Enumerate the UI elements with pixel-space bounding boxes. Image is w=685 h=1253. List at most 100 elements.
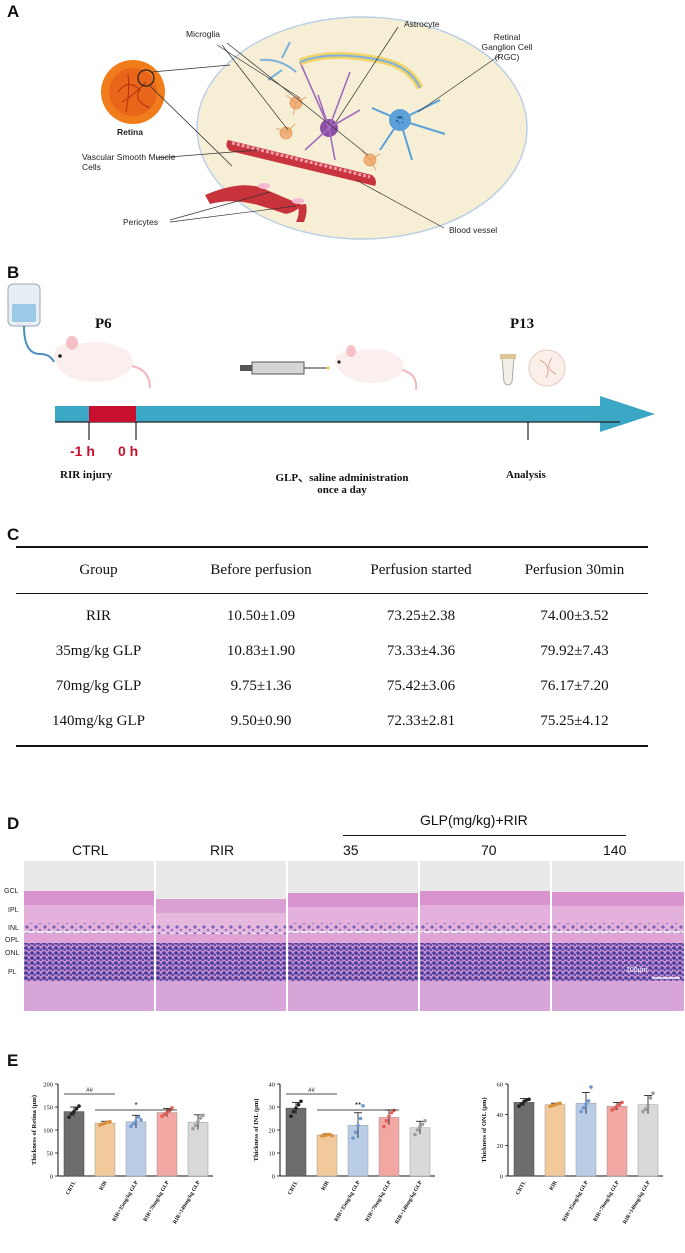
- histo-tile: [552, 861, 684, 1011]
- x-tick-label: RIR+70mg/kg GLP: [592, 1179, 621, 1222]
- y-tick-label: 40: [497, 1112, 504, 1119]
- x-tick-label: RIR+70mg/kg GLP: [142, 1179, 171, 1222]
- data-point: [299, 1099, 303, 1104]
- bar: [187, 1121, 209, 1177]
- x-tick-label: RIR: [320, 1179, 331, 1192]
- data-point: [167, 1108, 172, 1113]
- data-point: [134, 1119, 138, 1123]
- data-point: [67, 1115, 71, 1119]
- sig-label: ##: [308, 1088, 315, 1094]
- data-point: [74, 1107, 79, 1111]
- data-point: [358, 1116, 363, 1121]
- y-axis-label: Thickness of INL (μm): [253, 1099, 260, 1162]
- data-point: [289, 1114, 293, 1118]
- mouse-icon: [54, 336, 151, 389]
- data-point: [356, 1123, 360, 1128]
- x-tick-label: CRTL: [515, 1180, 528, 1196]
- label-analysis: Analysis: [506, 469, 546, 481]
- sig-label: *: [134, 1101, 137, 1110]
- mouse-icon-2: [335, 345, 418, 391]
- histo-tile: [156, 861, 286, 1011]
- histo-tile: [24, 861, 154, 1011]
- y-tick-label: 60: [497, 1082, 504, 1089]
- histo-tile: [420, 861, 550, 1011]
- x-tick-label: RIR+70mg/kg GLP: [364, 1179, 393, 1222]
- y-tick-label: 0: [272, 1174, 275, 1181]
- label-blood-vessel: Blood vessel: [449, 225, 498, 235]
- histo-col-ctrl: CTRL: [72, 842, 109, 858]
- data-point: [423, 1119, 427, 1123]
- data-point: [291, 1109, 296, 1114]
- bar: [513, 1102, 535, 1177]
- table-bottom-rule: [16, 745, 648, 747]
- panel-a-illustration: [101, 16, 528, 240]
- data-point: [72, 1109, 76, 1114]
- label-retina: Retina: [117, 127, 143, 137]
- table-row: 140mg/kg GLP 9.50±0.90 72.33±2.81 75.25±…: [52, 713, 609, 729]
- bar-chart-onl: 0 20 40 60 Thickness of ONL (μm) CRTL RIR RIR+3…: [481, 1082, 663, 1225]
- tube-icon: [500, 354, 516, 386]
- bar: [156, 1112, 178, 1177]
- y-tick-label: 20: [269, 1128, 276, 1135]
- histo-col-70: 70: [481, 842, 497, 858]
- x-tick-label: CRTL: [287, 1180, 300, 1196]
- scale-bar-label: 100μm: [626, 967, 648, 974]
- y-tick-label: 100: [43, 1128, 53, 1135]
- col-header: Perfusion started: [370, 562, 472, 578]
- data-point: [193, 1123, 198, 1128]
- col-header: Before perfusion: [210, 562, 312, 578]
- y-tick-label: 20: [497, 1143, 504, 1150]
- table-row: RIR 10.50±1.09 73.25±2.38 74.00±3.52: [85, 608, 609, 624]
- glp-group-header: GLP(mg/kg)+RIR: [420, 812, 528, 828]
- data-point: [648, 1096, 653, 1100]
- perfusion-table: Group Before perfusion Perfusion started…: [16, 546, 648, 747]
- y-tick-label: 150: [43, 1105, 53, 1112]
- bar: [637, 1104, 659, 1177]
- data-point: [617, 1102, 622, 1107]
- injury-window: [89, 406, 136, 422]
- table-row: 35mg/kg GLP 10.83±1.90 73.33±4.36 79.92±…: [55, 643, 609, 659]
- y-tick-label: 30: [269, 1105, 276, 1112]
- data-point: [519, 1102, 524, 1106]
- bar-chart-retina: 0 50 100 150 200 Thickness of Retina (μm) CRTL…: [31, 1082, 213, 1225]
- sig-label: ##: [86, 1088, 93, 1094]
- label-0h: 0 h: [118, 443, 139, 459]
- data-point: [646, 1105, 650, 1109]
- sig-label: **: [355, 1101, 361, 1110]
- panel-e-letter: E: [7, 1051, 19, 1070]
- data-point: [165, 1110, 169, 1115]
- label-p6: P6: [95, 316, 112, 332]
- x-tick-label: RIR: [548, 1179, 559, 1192]
- x-tick-label: RIR+140mg/kg GLP: [172, 1179, 202, 1225]
- data-point: [387, 1114, 391, 1118]
- col-header: Perfusion 30min: [524, 562, 625, 578]
- layer-label: ONL: [5, 950, 20, 957]
- data-point: [69, 1112, 74, 1116]
- y-tick-label: 10: [269, 1151, 276, 1158]
- bar: [316, 1134, 338, 1177]
- table-top-rule: [16, 546, 648, 548]
- data-point: [160, 1114, 164, 1118]
- y-tick-label: 50: [47, 1151, 54, 1158]
- panel-d-letter: D: [7, 814, 20, 833]
- layer-label: OPL: [5, 937, 20, 944]
- data-point: [131, 1121, 136, 1126]
- label-admin-line1: GLP、saline administration: [275, 472, 409, 484]
- y-tick-label: 0: [50, 1174, 53, 1181]
- y-tick-label: 200: [43, 1082, 53, 1089]
- data-point: [643, 1107, 648, 1112]
- data-point: [620, 1100, 624, 1105]
- bar: [409, 1127, 431, 1177]
- data-point: [330, 1133, 334, 1138]
- data-point: [162, 1112, 167, 1117]
- data-point: [392, 1108, 396, 1113]
- layer-label: IPL: [8, 907, 19, 914]
- data-point: [558, 1101, 562, 1105]
- x-tick-label: CRTL: [65, 1180, 78, 1196]
- label-admin-line2: once a day: [317, 484, 367, 496]
- label-rgc: Retinal Ganglion Cell (RGC): [481, 32, 533, 62]
- data-point: [579, 1109, 583, 1114]
- y-tick-label: 40: [269, 1082, 276, 1089]
- bar-chart-inl: 0 10 20 30 40 Thickness of INL (μm) CRTL RIR RIR…: [253, 1082, 435, 1225]
- data-point: [351, 1136, 355, 1140]
